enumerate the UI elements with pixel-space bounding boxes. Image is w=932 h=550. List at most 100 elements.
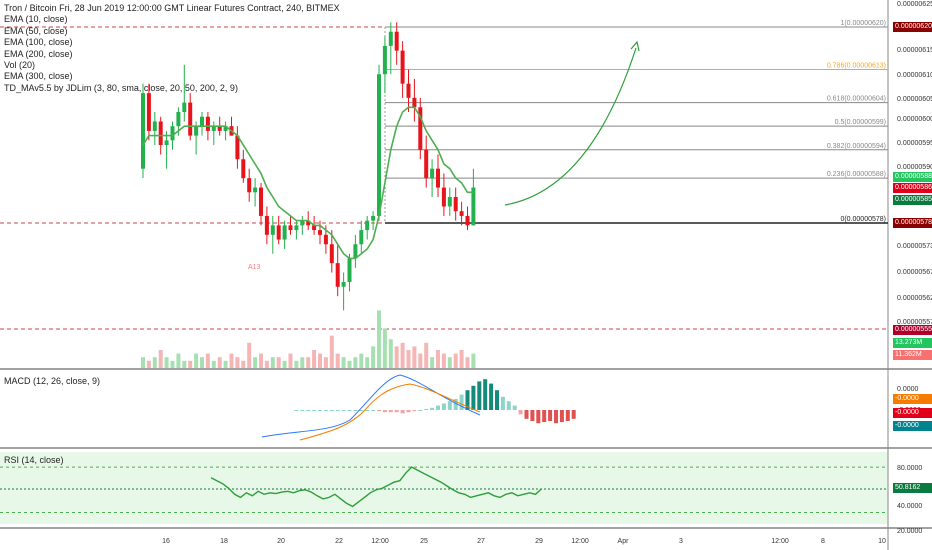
rsi-label[interactable]: RSI (14, close) (4, 455, 64, 465)
volume-bar (146, 360, 151, 368)
legend-td-ma[interactable]: TD_MAv5.5 by JDLim (3, 80, sma, close, 2… (4, 82, 238, 93)
candle-body (170, 126, 175, 141)
candle-body (211, 126, 216, 131)
candle-body (270, 225, 275, 235)
legend-ema-200[interactable]: EMA (200, close) (4, 48, 73, 59)
candle-body (447, 197, 452, 207)
legend-ema-300[interactable]: EMA (300, close) (4, 71, 73, 82)
price-axis-tick: 0.00000600 (897, 116, 932, 123)
candle-body (377, 74, 381, 216)
candle-body (282, 225, 287, 240)
volume-bar (253, 357, 258, 368)
price-axis-tick: 0.00000615 (897, 47, 932, 54)
volume-bar (276, 357, 281, 368)
macd-histogram-bar (388, 410, 393, 413)
macd-histogram-bar (465, 390, 470, 410)
volume-bar (447, 357, 452, 368)
macd-histogram-bar (483, 379, 488, 410)
candle-body (288, 225, 293, 231)
indicator-legend: Tron / Bitcoin Fri, 28 Jun 2019 12:00:00… (4, 3, 340, 94)
candle-body (371, 215, 376, 221)
volume-bar (335, 353, 340, 368)
volume-bar (241, 360, 246, 368)
legend-ema-50[interactable]: EMA (50, close) (4, 25, 68, 36)
candle-body (146, 93, 151, 131)
volume-bar (465, 357, 470, 368)
candle-body (158, 121, 163, 146)
price-box-support: 0.00000555 (893, 325, 932, 335)
candle-body (441, 187, 446, 207)
time-axis-label: 3 (679, 538, 683, 545)
volume-bar (270, 357, 275, 368)
macd-histogram-bar (447, 401, 452, 410)
forecast-arrow (504, 47, 637, 206)
volume-bar (471, 353, 476, 368)
volume-bar (424, 342, 429, 368)
candle-body (353, 244, 358, 259)
candle-body (412, 97, 417, 108)
candle-body (247, 178, 252, 193)
volume-bar (341, 357, 346, 368)
volume-bar (164, 357, 169, 368)
fib-level-label: 0.618(0.00000604) (827, 96, 886, 103)
price-axis-tick: 0.00000605 (897, 96, 932, 103)
volume-bar (194, 353, 199, 368)
macd-histogram-bar (394, 410, 399, 413)
rsi-line (210, 466, 542, 508)
candle-body (200, 116, 204, 127)
candle-body (241, 159, 246, 179)
macd-histogram-bar (365, 410, 370, 411)
macd-histogram-bar (418, 410, 423, 411)
macd-histogram-bar (341, 410, 346, 411)
candle-body (276, 225, 281, 240)
volume-bar (459, 350, 464, 368)
time-axis-label: 20 (277, 538, 285, 545)
macd-histogram-bar (377, 410, 381, 412)
rsi-band (0, 452, 888, 524)
macd-label[interactable]: MACD (12, 26, close, 9) (4, 376, 101, 386)
volume-bar (158, 350, 163, 368)
legend-vol[interactable]: Vol (20) (4, 60, 36, 71)
candle-body (471, 187, 476, 226)
candle-body (235, 135, 240, 160)
time-axis-label: 10 (878, 538, 886, 545)
candle-body (300, 220, 305, 226)
volume-bar (406, 350, 411, 368)
volume-bar (229, 353, 234, 368)
volume-bar (382, 328, 387, 368)
time-axis-label: 18 (220, 538, 228, 545)
price-axis-tick: 0.00000562 (897, 295, 932, 302)
volume-bar (282, 360, 287, 368)
macd-histogram-bar (512, 405, 517, 410)
candle-body (453, 197, 458, 212)
macd-histogram-bar (412, 410, 417, 412)
candle-body (359, 230, 364, 245)
price-axis-tick: 0.00000610 (897, 72, 932, 79)
volume-bar (441, 353, 446, 368)
price-box-low: 0.00000578 (893, 218, 932, 228)
fib-level-label: 0.382(0.00000594) (827, 143, 886, 150)
macd-histogram-bar (382, 410, 387, 413)
macd-signal-line (299, 383, 481, 441)
candle-body (329, 244, 334, 264)
fib-level-label: 0.236(0.00000588) (827, 171, 886, 178)
legend-ema-10[interactable]: EMA (10, close) (4, 14, 68, 25)
volume-bar (318, 353, 322, 368)
legend-ema-100[interactable]: EMA (100, close) (4, 37, 73, 48)
price-axis-tick: 0.00000567 (897, 269, 932, 276)
chart-title[interactable]: Tron / Bitcoin Fri, 28 Jun 2019 12:00:00… (4, 3, 340, 13)
rsi-axis-tick: 40.0000 (897, 503, 922, 510)
candle-body (259, 187, 263, 216)
candle-body (341, 282, 346, 287)
macd-histogram-bar (294, 410, 299, 411)
candle-body (347, 258, 352, 283)
macd-histogram-bar (453, 399, 458, 410)
ema-line (142, 106, 474, 260)
macd-histogram-bar (300, 410, 305, 411)
volume-bar (188, 360, 193, 368)
volume-bar (217, 357, 222, 368)
price-axis-tick: 0.00000595 (897, 140, 932, 147)
candle-body (188, 102, 193, 136)
volume-bar (288, 353, 293, 368)
